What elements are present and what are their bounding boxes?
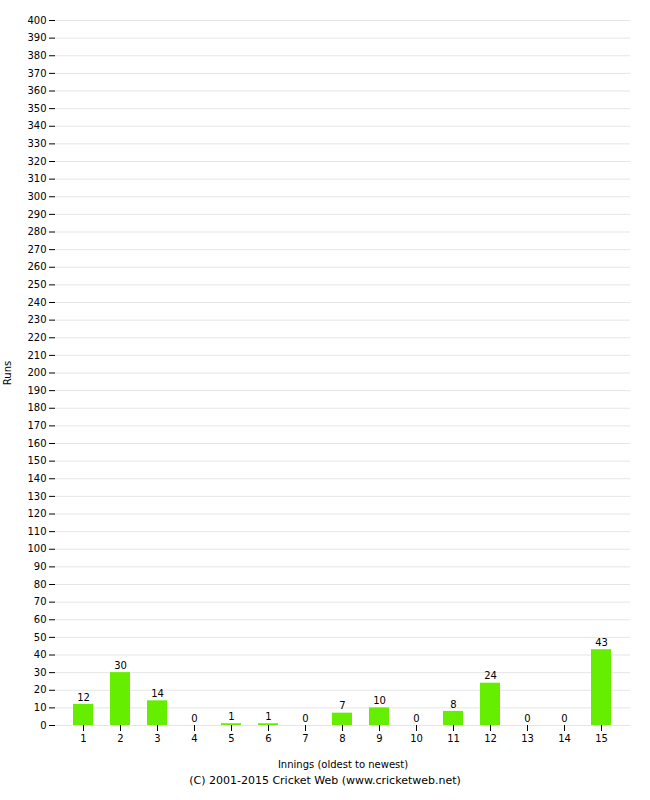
svg-text:130: 130 xyxy=(27,491,46,502)
svg-text:280: 280 xyxy=(27,226,46,237)
svg-text:190: 190 xyxy=(27,385,46,396)
svg-text:Innings (oldest to newest): Innings (oldest to newest) xyxy=(278,759,408,770)
svg-text:230: 230 xyxy=(27,314,46,325)
svg-text:0: 0 xyxy=(191,713,197,724)
svg-text:260: 260 xyxy=(27,261,46,272)
svg-text:400: 400 xyxy=(27,15,46,26)
svg-text:5: 5 xyxy=(228,733,234,744)
svg-text:390: 390 xyxy=(27,32,46,43)
svg-text:0: 0 xyxy=(413,713,419,724)
svg-text:14: 14 xyxy=(558,733,571,744)
svg-text:8: 8 xyxy=(450,699,456,710)
svg-text:Runs: Runs xyxy=(2,361,13,385)
svg-text:270: 270 xyxy=(27,244,46,255)
svg-text:160: 160 xyxy=(27,438,46,449)
svg-text:4: 4 xyxy=(191,733,197,744)
svg-text:350: 350 xyxy=(27,103,46,114)
svg-text:80: 80 xyxy=(34,579,47,590)
svg-text:50: 50 xyxy=(34,632,47,643)
svg-text:110: 110 xyxy=(27,526,46,537)
svg-text:360: 360 xyxy=(27,85,46,96)
svg-text:150: 150 xyxy=(27,455,46,466)
svg-text:240: 240 xyxy=(27,297,46,308)
svg-text:2: 2 xyxy=(117,733,123,744)
svg-text:170: 170 xyxy=(27,420,46,431)
svg-text:20: 20 xyxy=(34,684,47,695)
svg-text:220: 220 xyxy=(27,332,46,343)
svg-text:7: 7 xyxy=(302,733,308,744)
svg-text:1: 1 xyxy=(228,711,234,722)
svg-text:14: 14 xyxy=(151,688,164,699)
svg-text:200: 200 xyxy=(27,367,46,378)
html-text:(C) 2001-2015 Cricket Web (www: (C) 2001-2015 Cricket Web (www.cricketwe… xyxy=(189,774,461,787)
svg-text:3: 3 xyxy=(154,733,160,744)
svg-text:15: 15 xyxy=(595,733,608,744)
svg-text:13: 13 xyxy=(521,733,534,744)
svg-text:250: 250 xyxy=(27,279,46,290)
svg-text:180: 180 xyxy=(27,402,46,413)
svg-text:10: 10 xyxy=(410,733,423,744)
svg-text:30: 30 xyxy=(34,667,47,678)
svg-text:70: 70 xyxy=(34,596,47,607)
svg-text:10: 10 xyxy=(34,702,47,713)
svg-text:140: 140 xyxy=(27,473,46,484)
svg-text:12: 12 xyxy=(77,692,90,703)
svg-text:0: 0 xyxy=(302,713,308,724)
svg-text:330: 330 xyxy=(27,138,46,149)
svg-text:40: 40 xyxy=(34,649,47,660)
svg-text:100: 100 xyxy=(27,543,46,554)
svg-text:340: 340 xyxy=(27,120,46,131)
svg-text:1: 1 xyxy=(265,711,271,722)
svg-text:120: 120 xyxy=(27,508,46,519)
svg-text:0: 0 xyxy=(524,713,530,724)
svg-text:9: 9 xyxy=(376,733,382,744)
svg-text:10: 10 xyxy=(373,695,386,706)
svg-text:210: 210 xyxy=(27,350,46,361)
svg-text:24: 24 xyxy=(484,670,497,681)
svg-text:60: 60 xyxy=(34,614,47,625)
svg-text:1: 1 xyxy=(80,733,86,744)
svg-text:30: 30 xyxy=(114,660,127,671)
svg-text:90: 90 xyxy=(34,561,47,572)
svg-text:11: 11 xyxy=(447,733,460,744)
svg-text:310: 310 xyxy=(27,173,46,184)
svg-text:0: 0 xyxy=(561,713,567,724)
svg-text:370: 370 xyxy=(27,68,46,79)
svg-text:8: 8 xyxy=(339,733,345,744)
svg-text:380: 380 xyxy=(27,50,46,61)
svg-text:0: 0 xyxy=(40,720,46,731)
svg-text:300: 300 xyxy=(27,191,46,202)
svg-text:7: 7 xyxy=(339,700,345,711)
svg-text:12: 12 xyxy=(484,733,497,744)
svg-text:43: 43 xyxy=(595,637,608,648)
svg-text:290: 290 xyxy=(27,209,46,220)
svg-text:6: 6 xyxy=(265,733,271,744)
svg-text:320: 320 xyxy=(27,156,46,167)
